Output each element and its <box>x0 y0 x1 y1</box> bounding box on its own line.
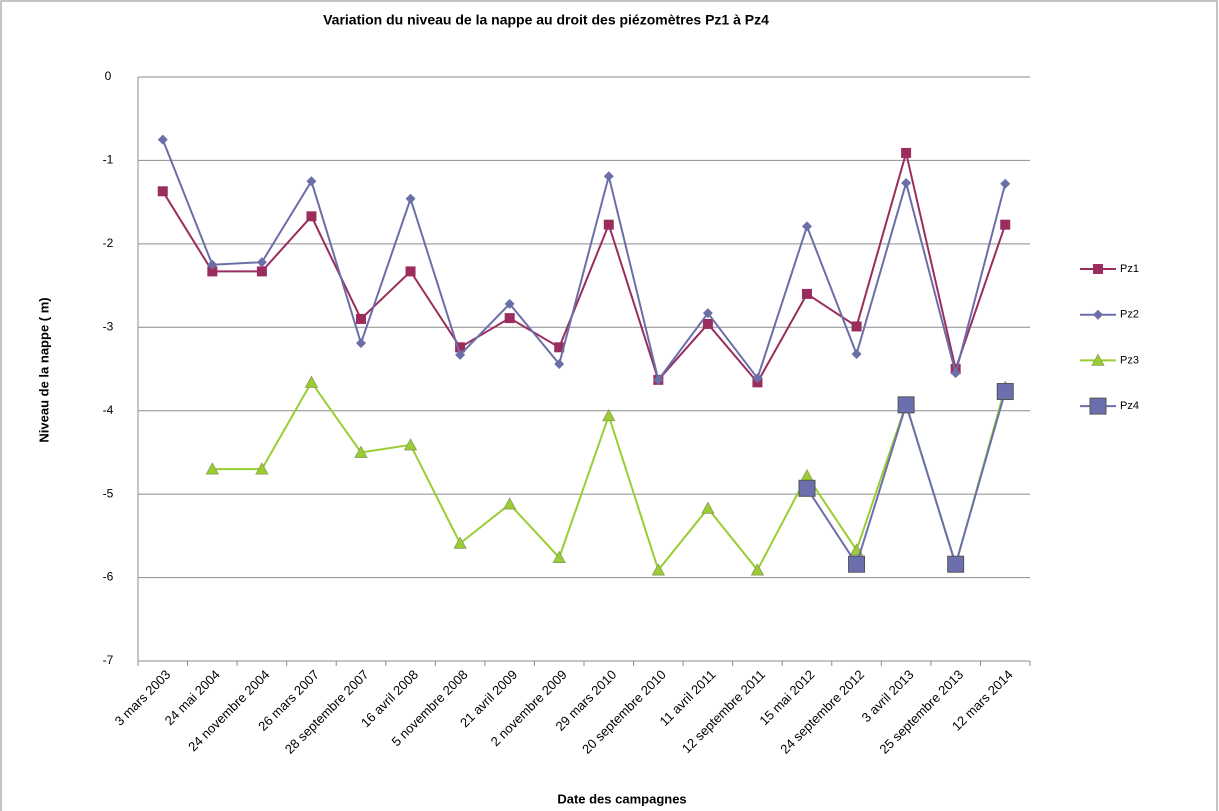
marker <box>752 373 763 384</box>
marker <box>750 563 765 576</box>
marker <box>306 211 317 222</box>
marker <box>947 555 965 573</box>
y-tick-label: -6 <box>103 570 114 584</box>
marker <box>504 298 515 309</box>
marker <box>1093 309 1103 320</box>
marker <box>255 462 269 475</box>
marker <box>502 497 517 510</box>
marker <box>306 176 317 187</box>
marker <box>1091 353 1105 366</box>
legend-label: Pz4 <box>1120 400 1139 412</box>
marker <box>802 288 812 299</box>
marker <box>554 342 565 353</box>
y-tick-label: -1 <box>103 153 114 167</box>
y-axis-title: Niveau de la nappe ( m) <box>36 297 51 442</box>
marker <box>701 501 715 514</box>
marker <box>453 536 467 549</box>
marker <box>802 221 812 232</box>
y-tick-label: -4 <box>103 403 114 417</box>
chart-title: Variation du niveau de la nappe au droit… <box>323 12 769 28</box>
marker <box>603 219 614 230</box>
marker <box>996 383 1014 401</box>
marker <box>405 266 416 277</box>
marker <box>851 348 862 359</box>
y-tick-label: -2 <box>103 236 114 250</box>
marker <box>455 342 466 353</box>
y-tick-label: -7 <box>103 653 114 667</box>
marker <box>455 349 466 360</box>
marker <box>207 259 218 270</box>
marker <box>552 550 566 563</box>
marker <box>207 266 218 277</box>
marker <box>602 408 616 422</box>
marker <box>702 308 713 319</box>
legend-label: Pz1 <box>1120 263 1139 275</box>
y-tick-label: -3 <box>103 319 114 333</box>
marker <box>157 134 168 145</box>
marker <box>950 368 961 379</box>
marker <box>304 375 319 388</box>
legend-label: Pz2 <box>1120 309 1139 321</box>
marker <box>1000 178 1011 189</box>
marker <box>897 396 915 414</box>
y-tick-label: -5 <box>103 486 114 500</box>
marker <box>851 321 862 332</box>
marker <box>1000 219 1011 230</box>
marker <box>356 338 366 349</box>
marker <box>354 445 368 458</box>
marker <box>256 266 267 277</box>
series-line <box>161 152 1007 385</box>
marker <box>205 462 220 475</box>
marker <box>405 193 416 204</box>
marker <box>554 358 565 369</box>
y-tick-label: 0 <box>105 69 112 83</box>
marker <box>504 313 515 324</box>
marker <box>653 374 664 385</box>
marker <box>157 186 168 197</box>
series-line <box>161 139 1007 383</box>
marker <box>256 257 267 268</box>
marker <box>702 318 713 329</box>
marker <box>848 555 866 573</box>
marker <box>603 171 614 182</box>
x-axis-title: Date des campagnes <box>557 791 686 806</box>
marker <box>356 313 366 324</box>
marker <box>403 438 418 451</box>
legend-label: Pz3 <box>1120 354 1139 366</box>
marker <box>901 177 912 188</box>
marker <box>1093 264 1103 274</box>
marker <box>651 563 666 576</box>
marker <box>901 147 912 158</box>
marker <box>1089 397 1107 415</box>
marker <box>798 479 816 497</box>
